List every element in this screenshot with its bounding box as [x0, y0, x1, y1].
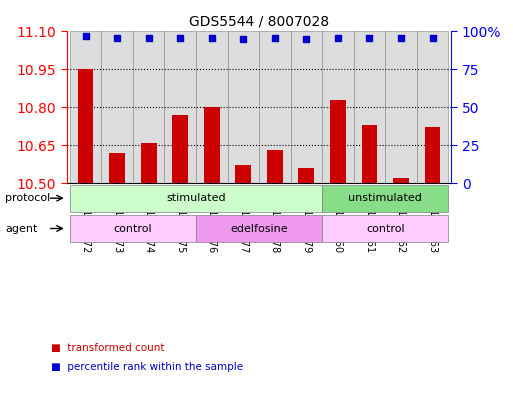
Point: [365, 34, 373, 40]
Text: control: control: [366, 224, 405, 233]
Text: stimulated: stimulated: [166, 193, 226, 203]
Bar: [362, 125, 378, 183]
Bar: [78, 69, 93, 183]
Bar: [425, 127, 440, 183]
Point: [145, 34, 153, 40]
Point: [208, 34, 216, 40]
FancyBboxPatch shape: [196, 215, 322, 242]
Bar: [109, 153, 125, 183]
Point: [176, 34, 184, 40]
Point: [271, 34, 279, 40]
FancyBboxPatch shape: [196, 31, 228, 183]
Point: [113, 34, 121, 40]
Bar: [330, 100, 346, 183]
FancyBboxPatch shape: [228, 31, 259, 183]
Bar: [393, 178, 409, 183]
Title: GDS5544 / 8007028: GDS5544 / 8007028: [189, 15, 329, 29]
FancyBboxPatch shape: [133, 31, 165, 183]
Text: ■  transformed count: ■ transformed count: [51, 343, 165, 353]
Bar: [204, 107, 220, 183]
Point: [239, 36, 247, 42]
FancyBboxPatch shape: [70, 215, 196, 242]
FancyBboxPatch shape: [70, 31, 102, 183]
FancyBboxPatch shape: [290, 31, 322, 183]
FancyBboxPatch shape: [259, 31, 290, 183]
Point: [397, 34, 405, 40]
FancyBboxPatch shape: [322, 215, 448, 242]
Bar: [141, 143, 156, 183]
FancyBboxPatch shape: [322, 185, 448, 212]
Text: ■  percentile rank within the sample: ■ percentile rank within the sample: [51, 362, 244, 373]
FancyBboxPatch shape: [322, 31, 353, 183]
FancyBboxPatch shape: [417, 31, 448, 183]
Text: unstimulated: unstimulated: [348, 193, 422, 203]
Bar: [235, 165, 251, 183]
Point: [334, 34, 342, 40]
FancyBboxPatch shape: [102, 31, 133, 183]
Bar: [299, 168, 314, 183]
FancyBboxPatch shape: [385, 31, 417, 183]
FancyBboxPatch shape: [353, 31, 385, 183]
Text: agent: agent: [5, 224, 37, 233]
Bar: [172, 115, 188, 183]
FancyBboxPatch shape: [165, 31, 196, 183]
Point: [428, 34, 437, 40]
Point: [302, 36, 310, 42]
Text: control: control: [113, 224, 152, 233]
Bar: [267, 150, 283, 183]
Text: protocol: protocol: [5, 193, 50, 203]
FancyBboxPatch shape: [70, 185, 322, 212]
Text: edelfosine: edelfosine: [230, 224, 288, 233]
Point: [82, 33, 90, 39]
